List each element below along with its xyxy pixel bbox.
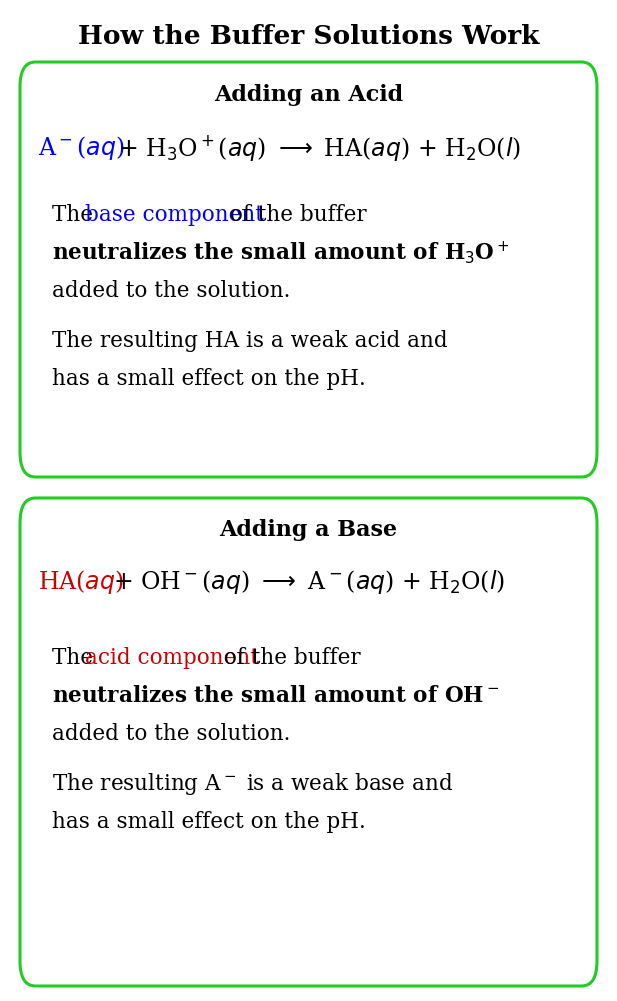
FancyBboxPatch shape xyxy=(20,62,597,477)
Text: neutralizes the small amount of H$_3$O$^+$: neutralizes the small amount of H$_3$O$^… xyxy=(52,239,510,266)
Text: has a small effect on the pH.: has a small effect on the pH. xyxy=(52,811,366,833)
Text: Adding a Base: Adding a Base xyxy=(220,519,397,541)
Text: base component: base component xyxy=(85,204,264,226)
Text: The resulting A$^-$ is a weak base and: The resulting A$^-$ is a weak base and xyxy=(52,771,453,797)
Text: added to the solution.: added to the solution. xyxy=(52,723,291,745)
Text: The resulting HA is a weak acid and: The resulting HA is a weak acid and xyxy=(52,330,447,352)
Text: neutralizes the small amount of OH$^-$: neutralizes the small amount of OH$^-$ xyxy=(52,685,499,707)
FancyBboxPatch shape xyxy=(20,498,597,986)
Text: Adding an Acid: Adding an Acid xyxy=(214,84,403,106)
Text: HA($\it{aq}$): HA($\it{aq}$) xyxy=(38,568,124,596)
Text: How the Buffer Solutions Work: How the Buffer Solutions Work xyxy=(78,23,539,48)
Text: of the buffer: of the buffer xyxy=(217,647,360,669)
Text: acid component: acid component xyxy=(85,647,259,669)
Text: added to the solution.: added to the solution. xyxy=(52,280,291,302)
Text: A$^-$($\it{aq}$): A$^-$($\it{aq}$) xyxy=(38,134,125,162)
Text: The: The xyxy=(52,204,100,226)
Text: has a small effect on the pH.: has a small effect on the pH. xyxy=(52,368,366,390)
Text: $+$ OH$^-$($\it{aq}$) $\longrightarrow$ A$^-$($\it{aq}$) $+$ H$_2$O($\it{l}$): $+$ OH$^-$($\it{aq}$) $\longrightarrow$ … xyxy=(113,568,505,596)
Text: of the buffer: of the buffer xyxy=(223,204,366,226)
Text: $+$ H$_3$O$^+$($\it{aq}$) $\longrightarrow$ HA($\it{aq}$) $+$ H$_2$O($\it{l}$): $+$ H$_3$O$^+$($\it{aq}$) $\longrightarr… xyxy=(118,133,521,163)
Text: The: The xyxy=(52,647,100,669)
